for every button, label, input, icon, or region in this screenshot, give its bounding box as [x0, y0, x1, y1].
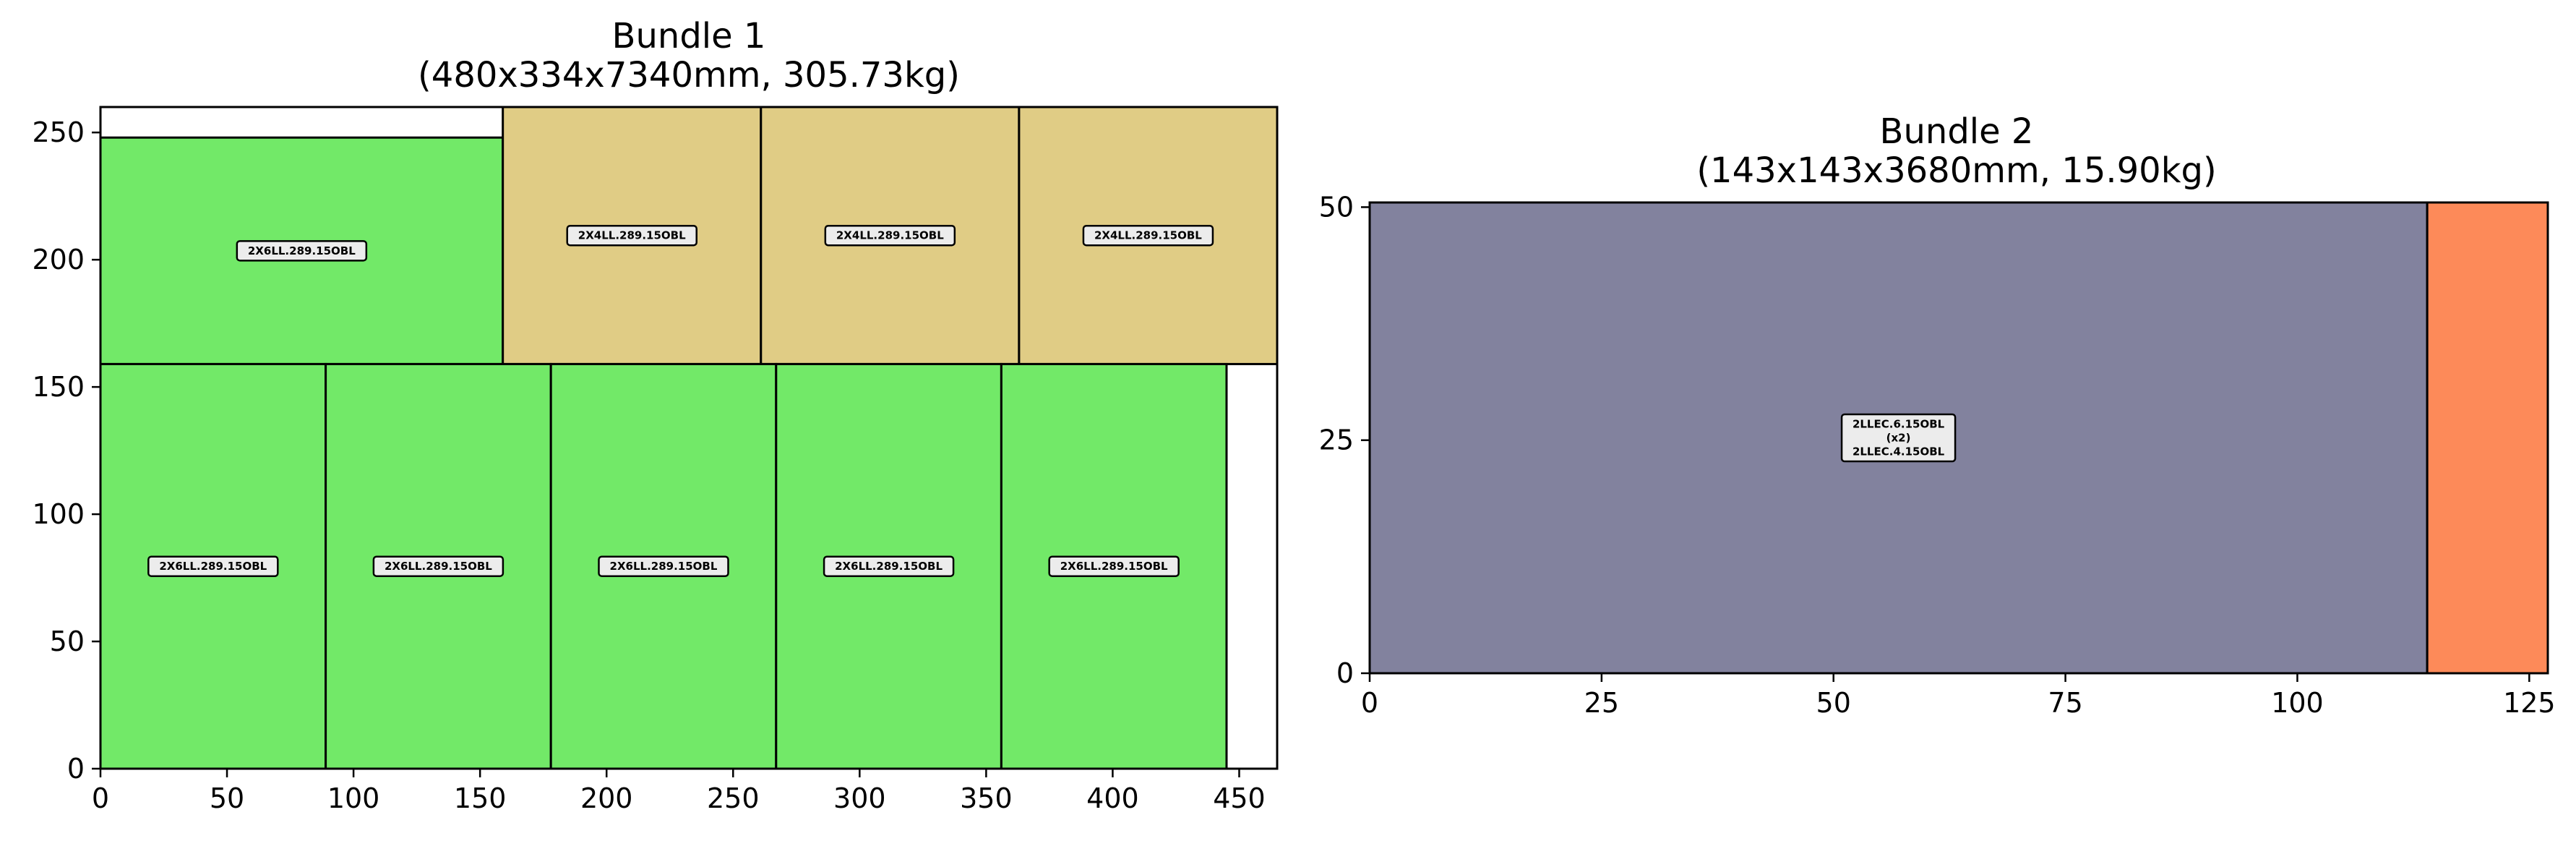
bundle-2-panel: Bundle 2 (143x143x3680mm, 15.90kg) 2LLEC…	[1319, 111, 2556, 719]
bundle-2-plot-area: 2LLEC.6.15OBL(x2)2LLEC.4.15OBL 0 25 50 75 100…	[1319, 191, 2556, 719]
x-tick-label: 50	[1816, 687, 1851, 719]
x-tick-label: 200	[580, 782, 633, 814]
item-label-box	[236, 240, 368, 262]
item-label: 2X6LL.289.15OBL	[248, 244, 356, 257]
y-tick-label: 0	[67, 753, 85, 785]
item-label-box	[824, 224, 956, 247]
item-label-box	[1840, 413, 1957, 463]
axes-frame	[1368, 201, 2549, 675]
x-tick-label: 100	[327, 782, 380, 814]
y-tick-label: 25	[1319, 424, 1354, 456]
x-tick-label: 100	[2271, 687, 2324, 719]
axes-frame	[99, 106, 1279, 770]
y-tick-label: 50	[1319, 191, 1354, 223]
item-label-box	[823, 555, 955, 577]
item-label: 2X6LL.289.15OBL	[610, 560, 718, 573]
y-tick-label: 100	[32, 498, 85, 530]
packed-item-rect	[2426, 201, 2549, 675]
x-tick-label: 25	[1584, 687, 1619, 719]
x-tick-label: 75	[2048, 687, 2082, 719]
y-tick-label: 50	[50, 626, 85, 657]
x-tick-label: 0	[92, 782, 109, 814]
bundle-2-title-line2: (143x143x3680mm, 15.90kg)	[1696, 150, 2216, 191]
item-label: 2X6LL.289.15OBL	[835, 560, 943, 573]
x-tick-label: 300	[833, 782, 886, 814]
item-label: 2X6LL.289.15OBL	[385, 560, 492, 573]
bundle-1-title-line2: (480x334x7340mm, 305.73kg)	[418, 55, 960, 95]
y-tick-label: 150	[32, 371, 85, 403]
item-label: 2LLEC.6.15OBL	[1852, 418, 1945, 431]
item-label-box	[372, 555, 505, 577]
x-tick-label: 50	[210, 782, 244, 814]
y-tick-label: 0	[1336, 657, 1354, 689]
x-tick-label: 250	[707, 782, 760, 814]
y-tick-label: 200	[32, 244, 85, 276]
item-label: (x2)	[1886, 432, 1911, 445]
item-label-box	[1048, 555, 1180, 577]
bundle-2-title-line1: Bundle 2	[1880, 111, 2034, 152]
bundle-1-title-line1: Bundle 1	[612, 16, 766, 56]
x-tick-label: 350	[960, 782, 1013, 814]
item-label: 2X6LL.289.15OBL	[159, 560, 267, 573]
x-tick-label: 0	[1361, 687, 1378, 719]
y-tick-label: 250	[32, 116, 85, 148]
item-label-box	[1082, 224, 1214, 247]
item-label: 2X4LL.289.15OBL	[578, 229, 686, 242]
item-label: 2X6LL.289.15OBL	[1060, 560, 1168, 573]
x-tick-label: 125	[2503, 687, 2556, 719]
x-tick-label: 400	[1086, 782, 1139, 814]
x-tick-label: 150	[454, 782, 507, 814]
bundle-1-plot-area: 2X6LL.289.15OBL 2X4LL.289.15OBL 2X4LL.289.…	[32, 106, 1279, 814]
bundle-1-panel: Bundle 1 (480x334x7340mm, 305.73kg) 2X6L…	[32, 16, 1279, 814]
item-label: 2X4LL.289.15OBL	[836, 229, 944, 242]
x-tick-label: 450	[1213, 782, 1266, 814]
item-label-box	[147, 555, 279, 577]
item-label: 2LLEC.4.15OBL	[1852, 445, 1945, 458]
item-label-box	[598, 555, 729, 577]
item-label-box	[566, 224, 697, 247]
item-label: 2X4LL.289.15OBL	[1094, 229, 1202, 242]
